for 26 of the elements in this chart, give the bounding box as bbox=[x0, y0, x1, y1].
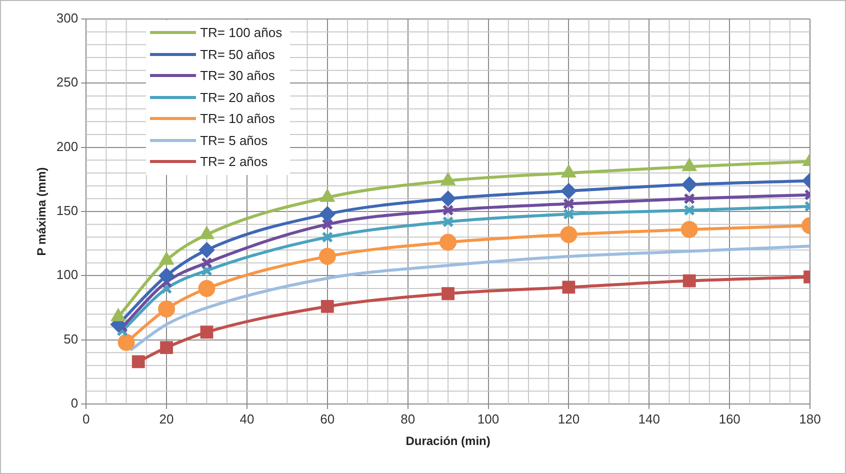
y-tick-label: 100 bbox=[56, 267, 78, 282]
x-tick-label: 160 bbox=[718, 411, 740, 426]
x-axis-title: Duración (min) bbox=[406, 434, 490, 448]
x-tick-label: 180 bbox=[799, 411, 821, 426]
y-tick-label: 50 bbox=[64, 331, 78, 346]
legend-label: TR= 100 años bbox=[200, 25, 282, 40]
x-tick-label: 60 bbox=[320, 411, 335, 426]
y-tick-label: 150 bbox=[56, 203, 78, 218]
y-tick-label: 0 bbox=[70, 396, 78, 411]
legend-label: TR= 10 años bbox=[200, 111, 275, 126]
x-tick-label: 40 bbox=[240, 411, 254, 426]
x-tick-label: 80 bbox=[400, 411, 416, 426]
x-tick-label: 120 bbox=[558, 411, 580, 426]
x-tick-label: 0 bbox=[82, 411, 90, 426]
x-tick-label: 140 bbox=[638, 411, 660, 426]
legend-label: TR= 20 años bbox=[200, 90, 275, 105]
legend-label: TR= 30 años bbox=[200, 68, 275, 84]
x-tick-label: 100 bbox=[477, 411, 500, 426]
legend-label: TR= 2 años bbox=[200, 154, 268, 170]
y-tick-label: 250 bbox=[56, 74, 78, 90]
y-axis-title: P máxima (mm) bbox=[34, 167, 49, 256]
legend-label: TR= 5 años bbox=[200, 132, 268, 148]
y-tick-label: 200 bbox=[56, 138, 78, 154]
x-tick-label: 20 bbox=[159, 411, 174, 426]
legend-label: TR= 50 años bbox=[200, 46, 275, 62]
y-tick-label: 300 bbox=[56, 10, 78, 26]
